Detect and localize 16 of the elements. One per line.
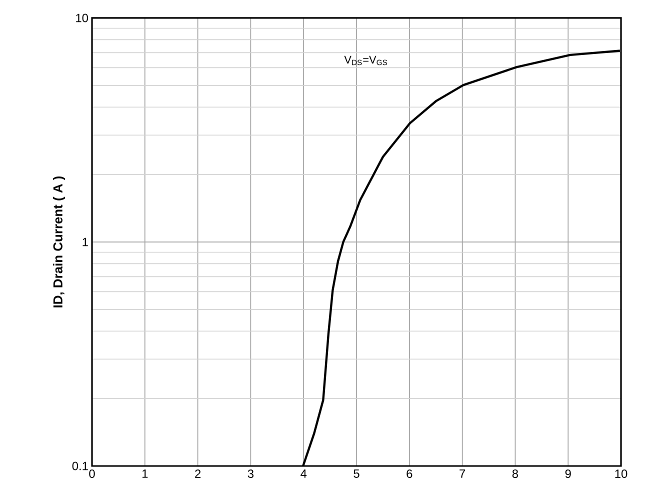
x-tick-label: 7 [460, 470, 466, 478]
x-tick-label: 6 [406, 470, 412, 478]
x-tick-label: 4 [300, 470, 307, 478]
x-tick-label: 0 [89, 470, 95, 478]
x-tick-label: 3 [248, 470, 254, 478]
y-axis-title: ID, Drain Current ( A ) [52, 176, 66, 308]
y-tick-label: 1 [82, 238, 88, 246]
x-tick-label: 9 [565, 470, 571, 478]
y-tick-label: 0.1 [72, 462, 88, 470]
x-tick-label: 10 [615, 470, 628, 478]
y-tick-label: 10 [76, 14, 88, 22]
x-tick-label: 1 [142, 470, 148, 478]
annotation: V$_{DS}$=V$_{GS}$ [344, 56, 388, 66]
x-tick-label: 2 [195, 470, 201, 478]
x-tick-label: 8 [512, 470, 518, 478]
x-tick-label: 5 [354, 470, 360, 478]
